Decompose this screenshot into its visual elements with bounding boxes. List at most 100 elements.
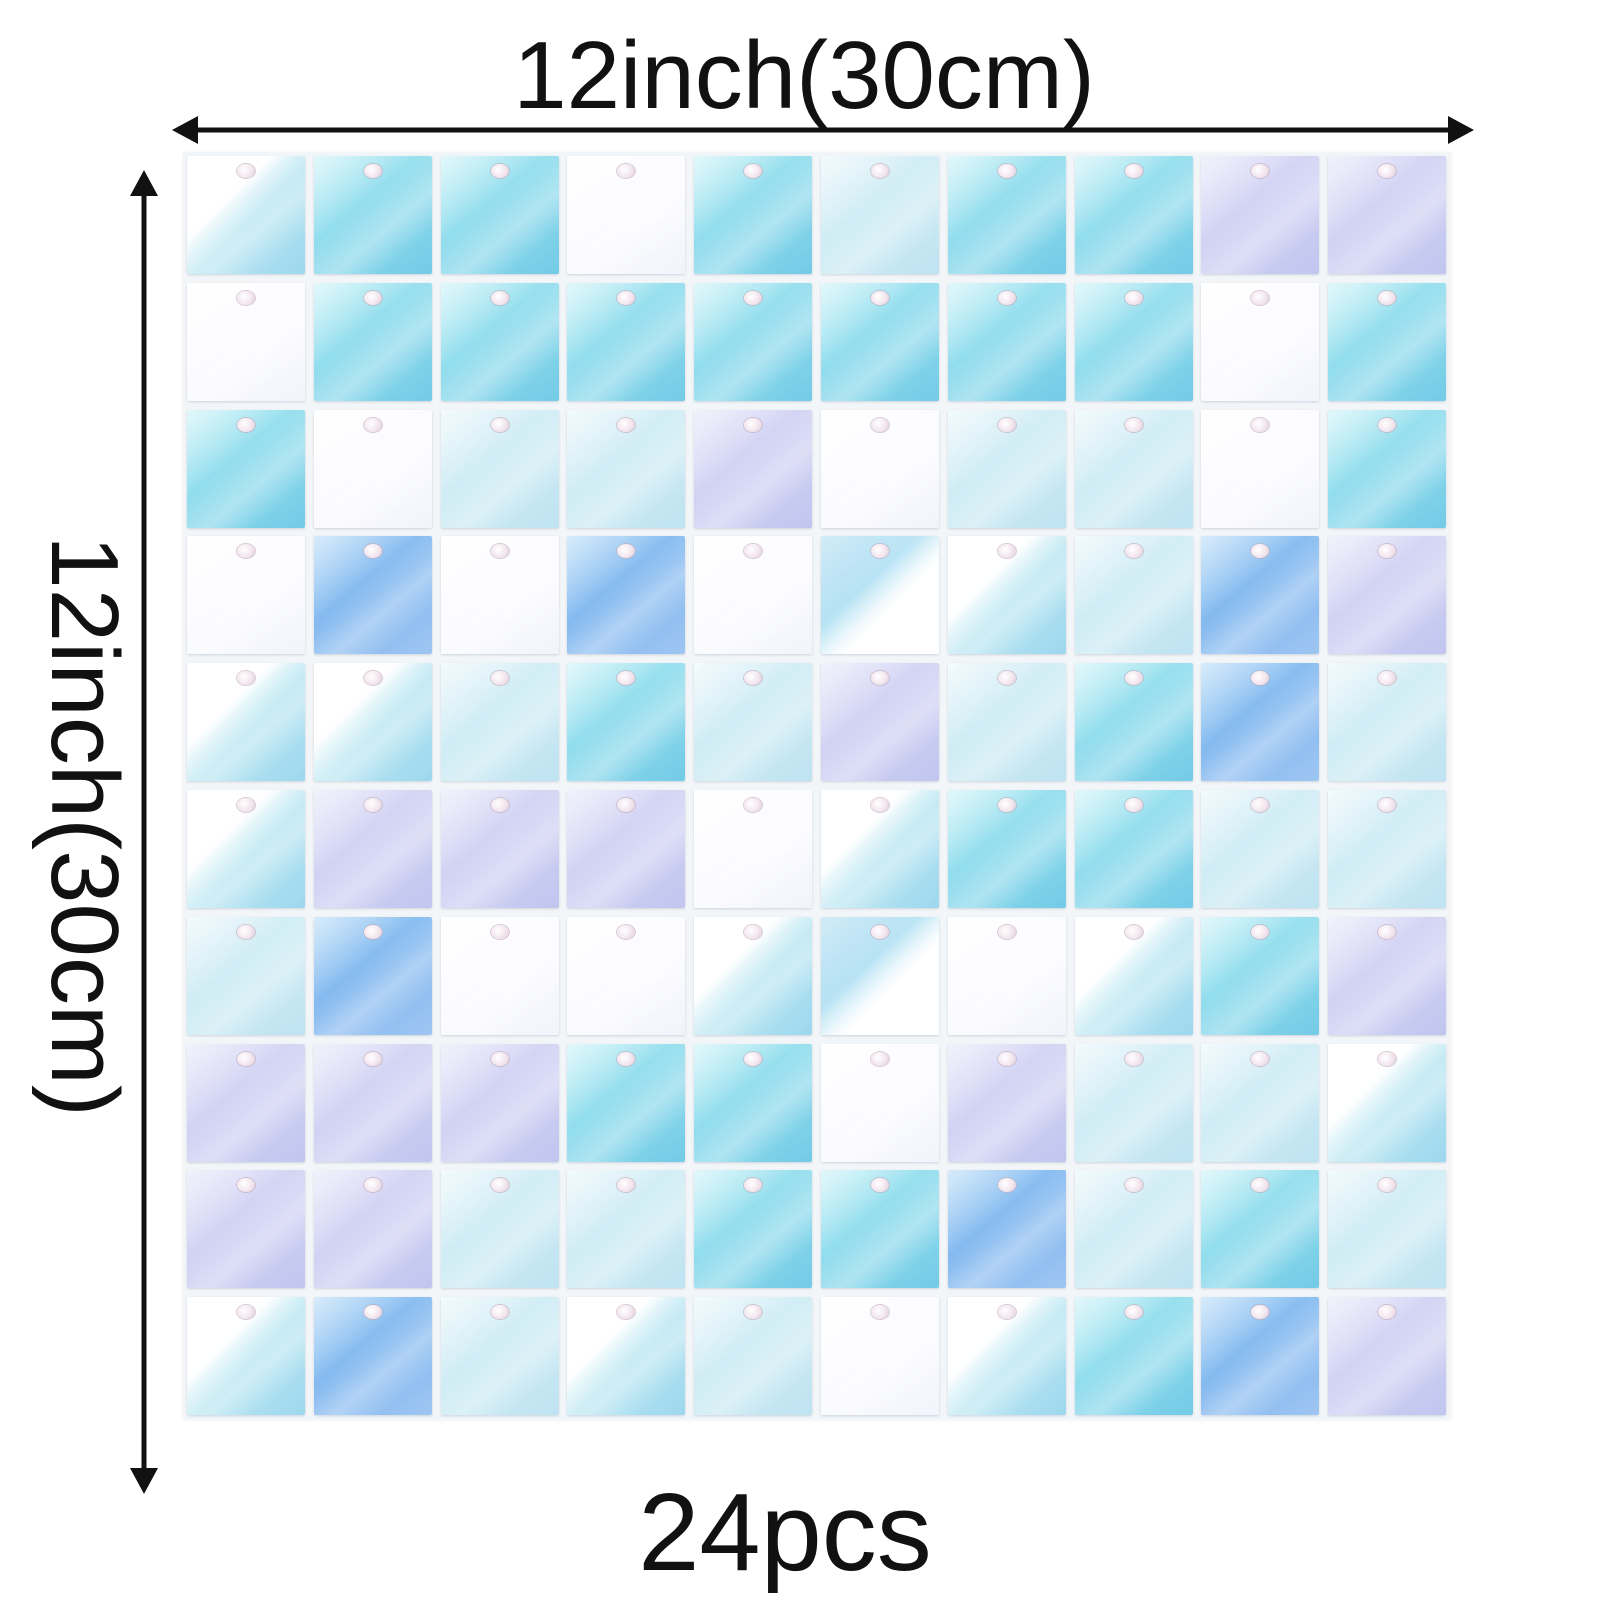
- sequin-hole: [1124, 544, 1143, 559]
- sequin-square: [821, 1170, 939, 1289]
- sequin-hole: [237, 164, 255, 178]
- sequin-hole: [1124, 924, 1143, 939]
- sequin-square: [821, 409, 939, 528]
- sequin-square: [567, 663, 686, 782]
- sequin-square: [1201, 1170, 1320, 1289]
- sequin-square: [440, 1043, 559, 1162]
- sequin-square: [187, 409, 305, 528]
- sequin-hole: [363, 544, 382, 559]
- sequin-hole: [871, 1305, 889, 1320]
- sequin-square: [694, 536, 813, 655]
- sequin-square: [1201, 156, 1320, 274]
- sequin-hole: [237, 290, 255, 305]
- sequin-square: [567, 409, 686, 528]
- sequin-square: [947, 1043, 1066, 1162]
- sequin-hole: [363, 924, 382, 939]
- sequin-hole: [1251, 544, 1270, 559]
- sequin-hole: [617, 417, 636, 432]
- sequin-square: [313, 409, 432, 528]
- sequin-square: [1074, 536, 1193, 655]
- sequin-hole: [997, 924, 1016, 939]
- sequin-square: [440, 1297, 559, 1416]
- sequin-square: [187, 916, 305, 1035]
- sequin-hole: [997, 164, 1016, 178]
- sequin-square: [567, 1170, 686, 1289]
- sequin-square: [313, 916, 432, 1035]
- sequin-hole: [490, 1051, 509, 1066]
- sequin-square: [187, 1170, 305, 1289]
- sequin-square: [821, 156, 939, 274]
- sequin-hole: [871, 290, 889, 305]
- sequin-hole: [237, 544, 255, 559]
- sequin-hole: [490, 290, 509, 305]
- sequin-hole: [237, 798, 255, 812]
- quantity-label: 24pcs: [638, 1471, 932, 1594]
- sequin-square: [313, 1297, 432, 1416]
- sequin-square: [694, 282, 813, 401]
- sequin-square: [313, 1043, 432, 1162]
- sequin-square: [694, 790, 813, 908]
- sequin-hole: [363, 164, 382, 178]
- sequin-square: [313, 282, 432, 401]
- sequin-square: [1328, 282, 1447, 401]
- sequin-hole: [490, 1305, 509, 1320]
- sequin-square: [440, 409, 559, 528]
- sequin-hole: [871, 924, 889, 939]
- sequin-hole: [871, 798, 889, 812]
- sequin-square: [313, 663, 432, 782]
- sequin-hole: [490, 671, 509, 686]
- sequin-hole: [617, 164, 636, 178]
- sequin-hole: [1251, 1305, 1270, 1320]
- sequin-square: [187, 156, 305, 274]
- sequin-square: [1074, 790, 1193, 908]
- sequin-square: [440, 156, 559, 274]
- sequin-hole: [997, 671, 1016, 686]
- sequin-square: [1074, 409, 1193, 528]
- sequin-square: [1328, 916, 1447, 1035]
- sequin-hole: [1378, 924, 1397, 939]
- sequin-hole: [744, 290, 763, 305]
- sequin-square: [440, 1170, 559, 1289]
- sequin-hole: [1124, 798, 1143, 812]
- sequin-square: [947, 790, 1066, 908]
- sequin-hole: [997, 1305, 1016, 1320]
- sequin-hole: [871, 1178, 889, 1193]
- sequin-square: [187, 663, 305, 782]
- sequin-square: [694, 916, 813, 1035]
- sequin-square: [1201, 916, 1320, 1035]
- sequin-square: [694, 156, 813, 274]
- sequin-hole: [1124, 417, 1143, 432]
- sequin-hole: [237, 671, 255, 686]
- sequin-square: [567, 536, 686, 655]
- sequin-hole: [617, 544, 636, 559]
- sequin-hole: [1124, 1305, 1143, 1320]
- sequin-hole: [1251, 164, 1270, 178]
- sequin-square: [440, 790, 559, 908]
- sequin-square: [821, 916, 939, 1035]
- sequin-hole: [997, 417, 1016, 432]
- sequin-square: [947, 156, 1066, 274]
- sequin-square: [1328, 1043, 1447, 1162]
- sequin-square: [1074, 916, 1193, 1035]
- sequin-square: [567, 916, 686, 1035]
- sequin-hole: [1378, 544, 1397, 559]
- sequin-hole: [617, 671, 636, 686]
- sequin-square: [694, 1043, 813, 1162]
- width-dimension-label: 12inch(30cm): [513, 22, 1095, 129]
- sequin-hole: [1124, 1051, 1143, 1066]
- sequin-hole: [237, 417, 255, 432]
- sequin-hole: [997, 1178, 1016, 1193]
- sequin-square: [947, 663, 1066, 782]
- sequin-square: [1328, 1170, 1447, 1289]
- sequin-square: [440, 663, 559, 782]
- sequin-square: [1328, 156, 1447, 274]
- sequin-hole: [490, 417, 509, 432]
- sequin-square: [821, 1043, 939, 1162]
- sequin-square: [1074, 156, 1193, 274]
- sequin-hole: [744, 417, 763, 432]
- sequin-hole: [1124, 1178, 1143, 1193]
- height-dimension-label: 12inch(30cm): [31, 535, 138, 1117]
- sequin-hole: [237, 1178, 255, 1193]
- sequin-hole: [744, 1305, 763, 1320]
- sequin-hole: [237, 924, 255, 939]
